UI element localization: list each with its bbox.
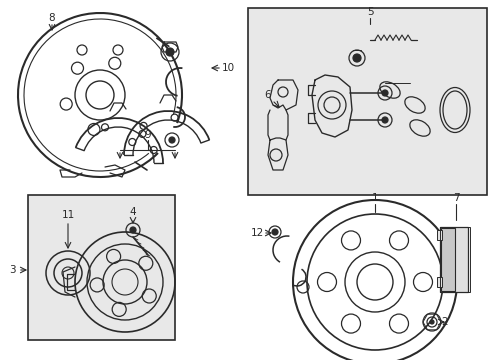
Circle shape xyxy=(381,117,387,123)
Text: 10: 10 xyxy=(221,63,234,73)
Bar xyxy=(436,230,441,240)
Text: 12: 12 xyxy=(250,228,263,238)
Circle shape xyxy=(429,320,433,324)
Circle shape xyxy=(165,48,174,56)
Circle shape xyxy=(130,227,136,233)
Bar xyxy=(247,8,486,195)
Text: 6: 6 xyxy=(264,90,271,100)
Circle shape xyxy=(271,229,278,235)
Text: 7: 7 xyxy=(452,193,458,203)
Text: 4: 4 xyxy=(129,207,136,217)
Bar xyxy=(439,227,469,292)
Circle shape xyxy=(169,137,175,143)
Circle shape xyxy=(381,90,387,96)
Circle shape xyxy=(352,54,360,62)
Text: 11: 11 xyxy=(61,210,75,220)
Text: 3: 3 xyxy=(9,265,15,275)
Text: 8: 8 xyxy=(49,13,55,23)
Bar xyxy=(436,277,441,287)
Text: 2: 2 xyxy=(441,317,447,327)
Text: 9: 9 xyxy=(144,130,151,140)
Text: 5: 5 xyxy=(366,7,372,17)
Bar xyxy=(440,228,454,291)
Bar xyxy=(28,195,175,340)
Text: 1: 1 xyxy=(371,193,378,203)
Bar xyxy=(439,227,467,292)
